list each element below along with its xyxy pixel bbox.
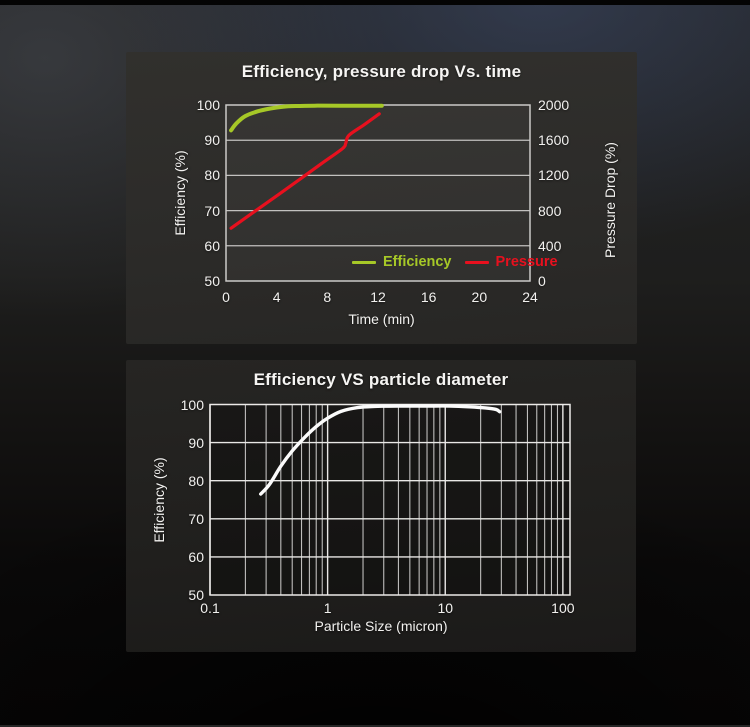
x-tick-label: 8 — [323, 289, 332, 305]
x-tick-label: 12 — [370, 289, 386, 305]
right-y-tick-label: 1600 — [538, 132, 570, 149]
left-y-tick-label: 60 — [204, 237, 220, 254]
right-y-axis-label: Pressure Drop (%) — [602, 142, 618, 258]
x-tick-label: 0 — [222, 289, 230, 305]
left-y-axis-label: Efficiency (%) — [172, 150, 188, 236]
right-y-tick-label: 800 — [538, 202, 562, 219]
right-y-tick-label: 400 — [538, 237, 562, 254]
right-y-tick-label: 0 — [538, 273, 546, 289]
left-y-tick-label: 90 — [204, 132, 220, 149]
y-tick-label: 70 — [188, 510, 204, 527]
legend-item-pressure: Pressure — [464, 254, 558, 270]
particle-size-x-axis-label: Particle Size (micron) — [314, 618, 448, 634]
pressure-time-chart-panel: Efficiency, pressure drop Vs. time Effic… — [126, 52, 637, 344]
right-y-tick-label: 2000 — [538, 97, 570, 113]
efficiency-line — [229, 103, 384, 133]
efficiency-legend-label: Efficiency — [383, 254, 452, 270]
x-tick-label: 20 — [471, 289, 488, 305]
x-tick-label: 0.1 — [200, 600, 220, 616]
x-axis-label: Time (min) — [348, 311, 415, 327]
x-tick-label: 1 — [323, 600, 332, 616]
y-tick-label: 60 — [188, 548, 204, 565]
particle-diameter-chart-title: Efficiency VS particle diameter — [253, 370, 509, 389]
left-y-tick-label: 70 — [204, 202, 220, 219]
y-tick-label: 80 — [188, 472, 204, 489]
x-tick-label: 16 — [420, 289, 437, 305]
x-tick-label: 10 — [437, 600, 454, 616]
pressure-line — [229, 112, 381, 230]
y-tick-label: 50 — [188, 587, 204, 603]
x-tick-label: 24 — [522, 289, 538, 305]
right-y-tick-label: 1200 — [538, 167, 570, 184]
x-tick-label: 4 — [272, 289, 281, 305]
particle-diameter-chart-panel: Efficiency VS particle diameter Efficien… — [126, 360, 636, 652]
left-y-tick-label: 80 — [204, 167, 220, 184]
pressure-line-swatch — [464, 260, 489, 264]
y-tick-label: 100 — [180, 396, 204, 413]
legend-item-efficiency: Efficiency — [352, 254, 452, 270]
efficiency-line-swatch — [352, 260, 376, 264]
left-y-tick-label: 50 — [204, 273, 220, 289]
pressure-time-plot — [225, 103, 531, 282]
particle-diameter-plot — [209, 403, 571, 596]
left-y-tick-label: 100 — [196, 97, 220, 113]
pressure-legend-label: Pressure — [495, 254, 558, 270]
legend: Efficiency Pressure — [352, 254, 558, 270]
efficiency-curve — [259, 404, 502, 496]
pressure-time-chart-title: Efficiency, pressure drop Vs. time — [241, 62, 522, 81]
y-tick-label: 90 — [188, 434, 204, 451]
x-tick-label: 100 — [551, 600, 575, 616]
